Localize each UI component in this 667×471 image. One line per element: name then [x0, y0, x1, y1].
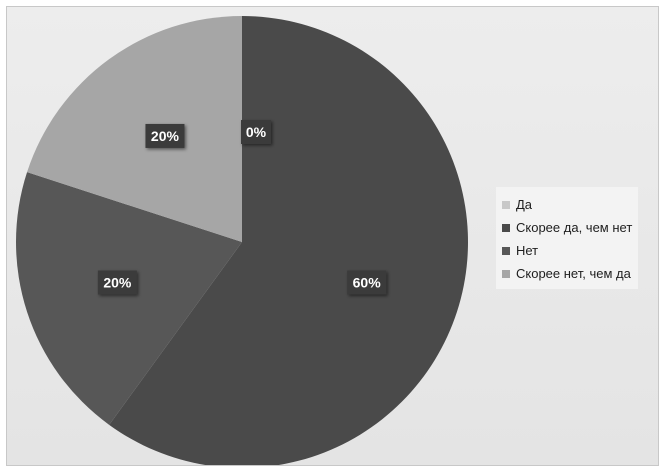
- legend-label-skoree-net: Скорее нет, чем да: [516, 266, 631, 281]
- legend-item-da: Да: [502, 193, 632, 216]
- data-label-text-da: 0%: [246, 124, 267, 140]
- data-label-box-skoree-net: [145, 123, 185, 148]
- chart-area: 0% 60% 20% 20% Да Скорее да, чем нет Нет Ск…: [6, 6, 659, 466]
- legend-swatch-skoree-net: [502, 269, 510, 278]
- pie-slice-net: [16, 172, 242, 425]
- data-label-box-skoree-da: [347, 270, 387, 295]
- legend-label-da: Да: [516, 197, 533, 212]
- legend-item-skoree-net: Скорее нет, чем да: [502, 262, 632, 285]
- legend-item-skoree-da: Скорее да, чем нет: [502, 216, 632, 239]
- data-label-net: 20%: [97, 270, 137, 295]
- pie-slice-skoree-da: [109, 16, 468, 465]
- pie-chart: 0% 60% 20% 20%: [16, 16, 468, 465]
- data-label-box-net: [97, 270, 137, 295]
- legend-label-net: Нет: [516, 243, 539, 258]
- data-label-text-net: 20%: [103, 275, 132, 291]
- legend-swatch-da: [502, 200, 510, 209]
- legend-item-net: Нет: [502, 239, 632, 262]
- legend-swatch-skoree-da: [502, 223, 510, 232]
- data-label-text-skoree-net: 20%: [151, 128, 180, 144]
- data-label-box-da: [241, 120, 271, 144]
- data-label-skoree-net: 20%: [145, 123, 185, 148]
- data-label-da: 0%: [241, 120, 271, 144]
- data-label-text-skoree-da: 60%: [353, 275, 382, 291]
- pie-slice-skoree-net: [27, 16, 242, 242]
- legend: Да Скорее да, чем нет Нет Скорее нет, че…: [496, 187, 639, 289]
- legend-swatch-net: [502, 246, 510, 255]
- legend-label-skoree-da: Скорее да, чем нет: [516, 220, 633, 235]
- data-label-skoree-da: 60%: [347, 270, 387, 295]
